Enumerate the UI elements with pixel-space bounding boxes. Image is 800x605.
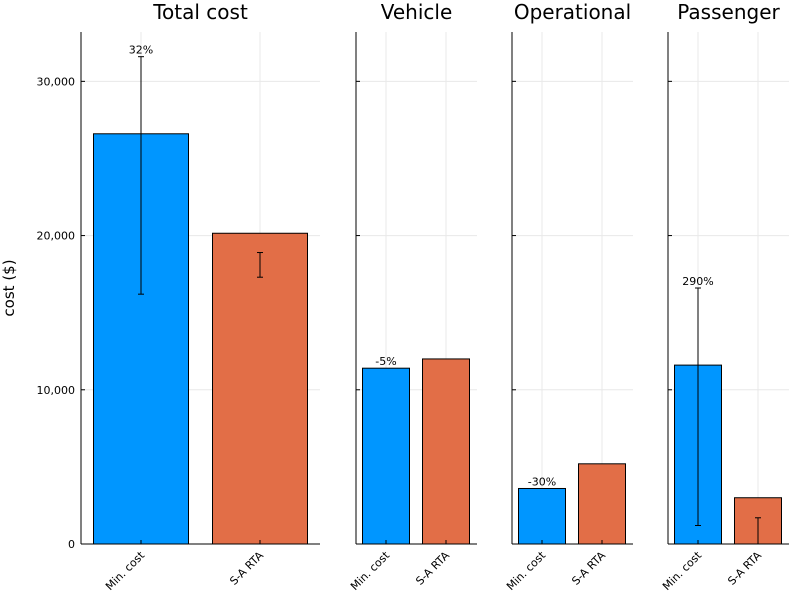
y-tick-label: 0 <box>68 538 75 551</box>
x-tick-label: S-A RTA <box>725 549 764 588</box>
data-label: 32% <box>129 44 153 57</box>
bar-operational-min-cost <box>518 487 566 545</box>
panel-vehicle: Min. cost S-A RTA Vehicle -5% <box>348 0 477 593</box>
data-label: 290% <box>682 275 713 288</box>
bar-operational-s-a-rta <box>578 463 626 545</box>
x-tick-label: Min. cost <box>504 548 549 593</box>
y-tick-label: 10,000 <box>37 384 76 397</box>
x-tick-label: S-A RTA <box>569 549 608 588</box>
panel-operational: Min. cost S-A RTA Operational -30% <box>504 0 633 593</box>
y-tick-label: 20,000 <box>37 230 76 243</box>
panel-passenger: Min. cost S-A RTA Passenger 290% <box>660 0 789 593</box>
y-tick-label: 30,000 <box>37 75 76 88</box>
bar-vehicle-s-a-rta <box>422 358 470 545</box>
data-label: -5% <box>375 355 396 368</box>
x-tick-label: Min. cost <box>103 548 148 593</box>
data-label: -30% <box>528 475 556 488</box>
panel-title: Passenger <box>677 0 780 24</box>
error-bar-passenger-min-cost <box>695 287 701 526</box>
x-tick-label: S-A RTA <box>227 549 266 588</box>
panel-title: Total cost <box>152 0 248 24</box>
panel-total-cost: 0 10,000 20,000 30,000 Min. cost S-A RTA Total… <box>37 0 320 593</box>
panel-title: Operational <box>514 0 631 24</box>
bar-vehicle-min-cost <box>362 367 410 545</box>
bar-total-cost-s-a-rta <box>212 232 308 545</box>
error-bar-total-cost-s-a-rta <box>257 252 263 278</box>
panel-title: Vehicle <box>381 0 453 24</box>
x-tick-label: Min. cost <box>348 548 393 593</box>
y-axis-label: cost ($) <box>0 259 18 316</box>
x-tick-label: Min. cost <box>660 548 705 593</box>
x-tick-label: S-A RTA <box>413 549 452 588</box>
error-bar-total-cost-min-cost <box>138 56 144 295</box>
